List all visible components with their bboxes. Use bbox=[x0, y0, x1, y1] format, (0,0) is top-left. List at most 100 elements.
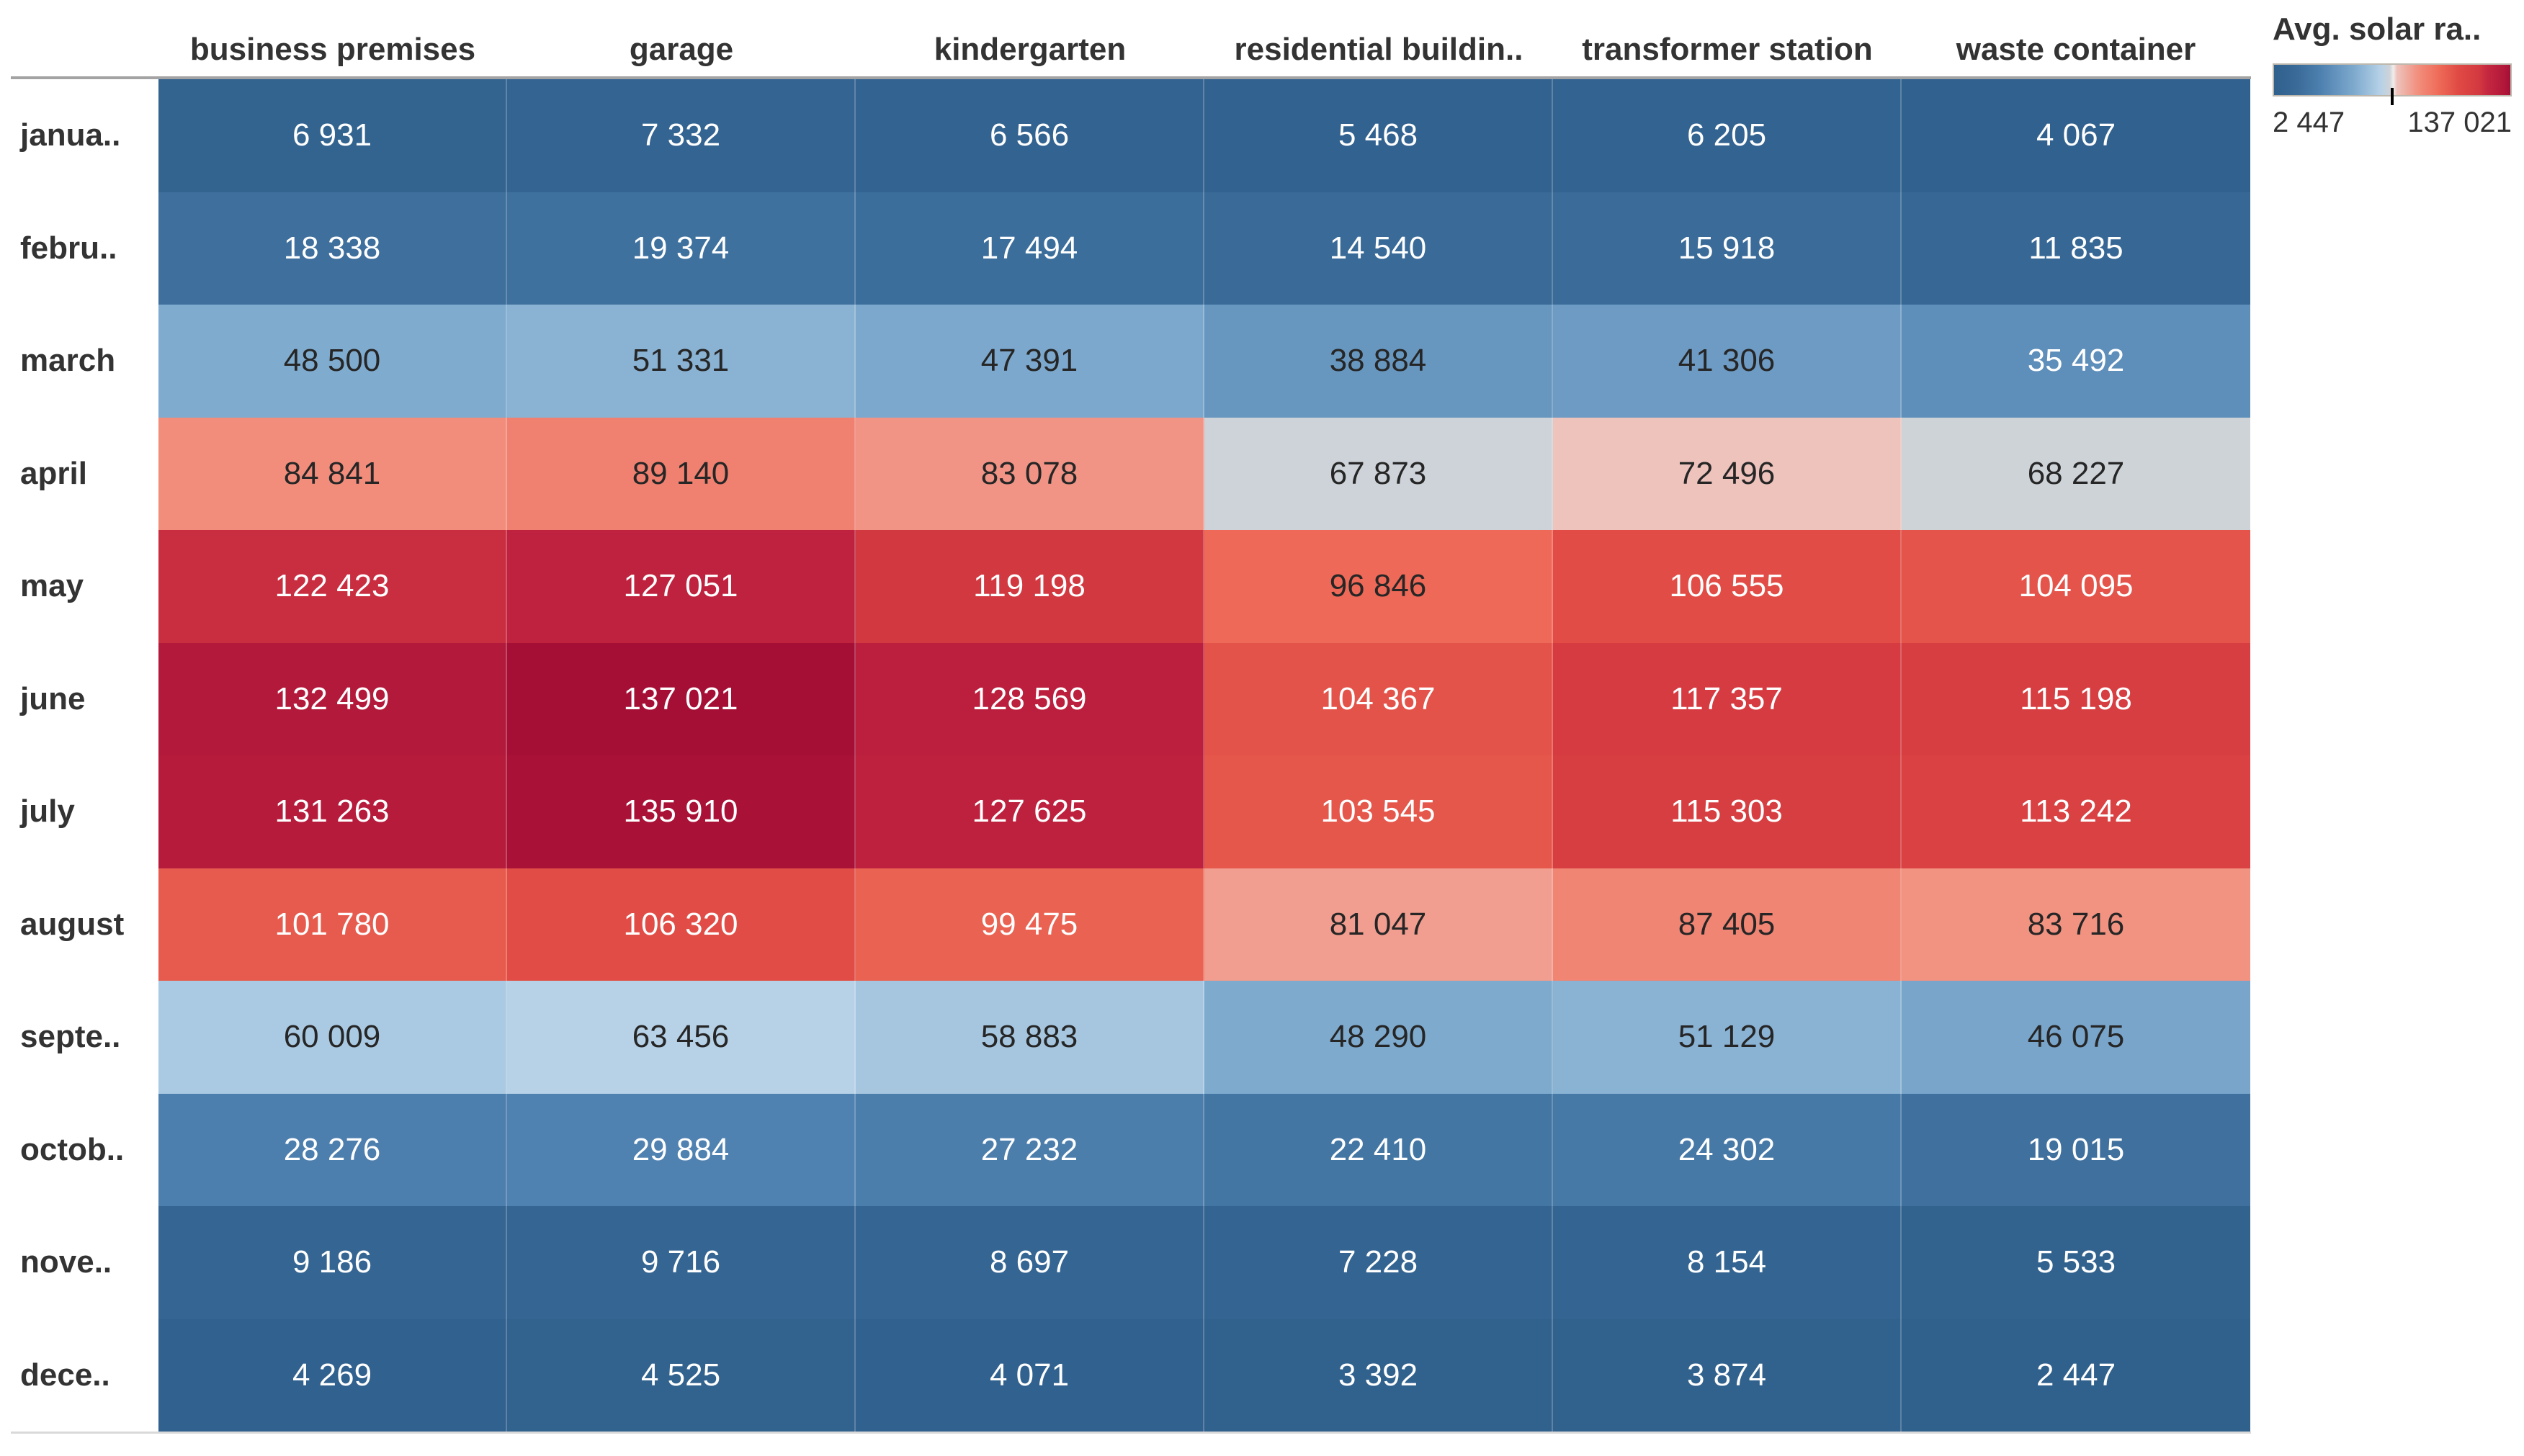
row-header[interactable]: septe.. bbox=[20, 1019, 121, 1055]
heatmap-cell[interactable]: 103 545 bbox=[1204, 755, 1553, 868]
column-header[interactable]: garage bbox=[629, 32, 734, 67]
heatmap-cell[interactable]: 83 716 bbox=[1902, 868, 2250, 981]
heatmap-cell[interactable]: 119 198 bbox=[856, 530, 1204, 643]
heatmap-cell[interactable]: 38 884 bbox=[1204, 305, 1553, 418]
row-header[interactable]: octob.. bbox=[20, 1131, 125, 1167]
heatmap-cell[interactable]: 89 140 bbox=[507, 417, 856, 530]
heatmap-cell[interactable]: 127 051 bbox=[507, 530, 856, 643]
column-header[interactable]: business premises bbox=[189, 32, 476, 67]
heatmap-cell[interactable]: 7 332 bbox=[507, 79, 856, 192]
heatmap-cell[interactable]: 84 841 bbox=[158, 417, 507, 530]
heatmap-cell[interactable]: 41 306 bbox=[1553, 305, 1902, 418]
legend-midpoint-tick bbox=[2391, 88, 2394, 105]
heatmap-cell[interactable]: 104 367 bbox=[1204, 642, 1553, 755]
row-header[interactable]: nove.. bbox=[20, 1244, 112, 1280]
heatmap-cell[interactable]: 117 357 bbox=[1553, 642, 1902, 755]
heatmap-cell[interactable]: 28 276 bbox=[158, 1093, 507, 1206]
heatmap-cell[interactable]: 122 423 bbox=[158, 530, 507, 643]
heatmap-cell[interactable]: 60 009 bbox=[158, 981, 507, 1094]
heatmap-cell[interactable]: 4 525 bbox=[507, 1318, 856, 1432]
heatmap-cell[interactable]: 7 228 bbox=[1204, 1206, 1553, 1319]
row-header[interactable]: august bbox=[20, 906, 125, 942]
heatmap-cell[interactable]: 17 494 bbox=[856, 192, 1204, 305]
heatmap-cell[interactable]: 11 835 bbox=[1902, 192, 2250, 305]
column-header[interactable]: residential buildin.. bbox=[1234, 32, 1523, 67]
row-header[interactable]: july bbox=[20, 794, 75, 830]
heatmap-cell[interactable]: 4 071 bbox=[856, 1318, 1204, 1432]
row-header[interactable]: dece.. bbox=[20, 1357, 110, 1393]
heatmap-cell[interactable]: 5 533 bbox=[1902, 1206, 2250, 1319]
heatmap-cell[interactable]: 113 242 bbox=[1902, 755, 2250, 868]
row-header[interactable]: janua.. bbox=[20, 117, 121, 153]
heatmap-cell[interactable]: 131 263 bbox=[158, 755, 507, 868]
row-header[interactable]: march bbox=[20, 343, 116, 379]
heatmap-cell[interactable]: 8 697 bbox=[856, 1206, 1204, 1319]
heatmap-cell[interactable]: 22 410 bbox=[1204, 1093, 1553, 1206]
heatmap-cell[interactable]: 83 078 bbox=[856, 417, 1204, 530]
heatmap-cell[interactable]: 29 884 bbox=[507, 1093, 856, 1206]
heatmap-cell[interactable]: 127 625 bbox=[856, 755, 1204, 868]
heatmap-cell[interactable]: 99 475 bbox=[856, 868, 1204, 981]
heatmap-cell[interactable]: 27 232 bbox=[856, 1093, 1204, 1206]
row-header[interactable]: febru.. bbox=[20, 230, 117, 266]
heatmap-cell[interactable]: 6 566 bbox=[856, 79, 1204, 192]
row-headers: janua.. febru.. march april may june july augus… bbox=[0, 79, 158, 1432]
column-header[interactable]: transformer station bbox=[1582, 32, 1873, 67]
heatmap-cell[interactable]: 6 931 bbox=[158, 79, 507, 192]
color-legend: Avg. solar ra.. 2 447 137 021 bbox=[2273, 12, 2519, 139]
heatmap-cell[interactable]: 2 447 bbox=[1902, 1318, 2250, 1432]
legend-range-labels: 2 447 137 021 bbox=[2273, 107, 2512, 139]
legend-min-label: 2 447 bbox=[2273, 107, 2345, 138]
heatmap-cell[interactable]: 135 910 bbox=[507, 755, 856, 868]
heatmap-cell[interactable]: 9 186 bbox=[158, 1206, 507, 1319]
heatmap-cell[interactable]: 81 047 bbox=[1204, 868, 1553, 981]
heatmap-cell[interactable]: 5 468 bbox=[1204, 79, 1553, 192]
heatmap-cell[interactable]: 35 492 bbox=[1902, 305, 2250, 418]
legend-max-label: 137 021 bbox=[2407, 107, 2512, 138]
heatmap-cell[interactable]: 46 075 bbox=[1902, 981, 2250, 1094]
column-header[interactable]: waste container bbox=[1956, 32, 2196, 67]
heatmap-cell[interactable]: 19 015 bbox=[1902, 1093, 2250, 1206]
heatmap-cell[interactable]: 51 129 bbox=[1553, 981, 1902, 1094]
heatmap-cell[interactable]: 48 290 bbox=[1204, 981, 1553, 1094]
column-header[interactable]: kindergarten bbox=[934, 32, 1127, 67]
legend-title: Avg. solar ra.. bbox=[2273, 12, 2482, 47]
row-header[interactable]: may bbox=[20, 568, 84, 604]
heatmap-cell[interactable]: 4 067 bbox=[1902, 79, 2250, 192]
heatmap-cell[interactable]: 14 540 bbox=[1204, 192, 1553, 305]
heatmap-cell[interactable]: 115 303 bbox=[1553, 755, 1902, 868]
heatmap-cell[interactable]: 24 302 bbox=[1553, 1093, 1902, 1206]
heatmap-cell[interactable]: 137 021 bbox=[507, 642, 856, 755]
heatmap-cell[interactable]: 67 873 bbox=[1204, 417, 1553, 530]
heatmap-cell[interactable]: 48 500 bbox=[158, 305, 507, 418]
heatmap-cell[interactable]: 96 846 bbox=[1204, 530, 1553, 643]
heatmap-cell[interactable]: 87 405 bbox=[1553, 868, 1902, 981]
table-bottom-line bbox=[11, 1432, 2251, 1434]
heatmap-cell[interactable]: 19 374 bbox=[507, 192, 856, 305]
column-headers: business premises garage kindergarten resid… bbox=[158, 0, 2250, 76]
heatmap-cell[interactable]: 58 883 bbox=[856, 981, 1204, 1094]
heatmap-cell[interactable]: 51 331 bbox=[507, 305, 856, 418]
row-header[interactable]: april bbox=[20, 455, 87, 491]
heatmap-cell[interactable]: 8 154 bbox=[1553, 1206, 1902, 1319]
row-header[interactable]: june bbox=[20, 680, 86, 716]
heatmap-cell[interactable]: 106 555 bbox=[1553, 530, 1902, 643]
heatmap-cell[interactable]: 128 569 bbox=[856, 642, 1204, 755]
heatmap-cell[interactable]: 3 392 bbox=[1204, 1318, 1553, 1432]
heatmap-cell[interactable]: 115 198 bbox=[1902, 642, 2250, 755]
heatmap-cell[interactable]: 132 499 bbox=[158, 642, 507, 755]
heatmap-cell[interactable]: 3 874 bbox=[1553, 1318, 1902, 1432]
heatmap-cell[interactable]: 18 338 bbox=[158, 192, 507, 305]
heatmap-cell[interactable]: 106 320 bbox=[507, 868, 856, 981]
heatmap-cell[interactable]: 68 227 bbox=[1902, 417, 2250, 530]
heatmap-cell[interactable]: 15 918 bbox=[1553, 192, 1902, 305]
heatmap-cell[interactable]: 47 391 bbox=[856, 305, 1204, 418]
heatmap-cell[interactable]: 6 205 bbox=[1553, 79, 1902, 192]
heatmap-cell[interactable]: 4 269 bbox=[158, 1318, 507, 1432]
heatmap-cell[interactable]: 63 456 bbox=[507, 981, 856, 1094]
heatmap-cell[interactable]: 101 780 bbox=[158, 868, 507, 981]
heatmap-cell[interactable]: 104 095 bbox=[1902, 530, 2250, 643]
heatmap-cell[interactable]: 9 716 bbox=[507, 1206, 856, 1319]
heatmap-cell[interactable]: 72 496 bbox=[1553, 417, 1902, 530]
